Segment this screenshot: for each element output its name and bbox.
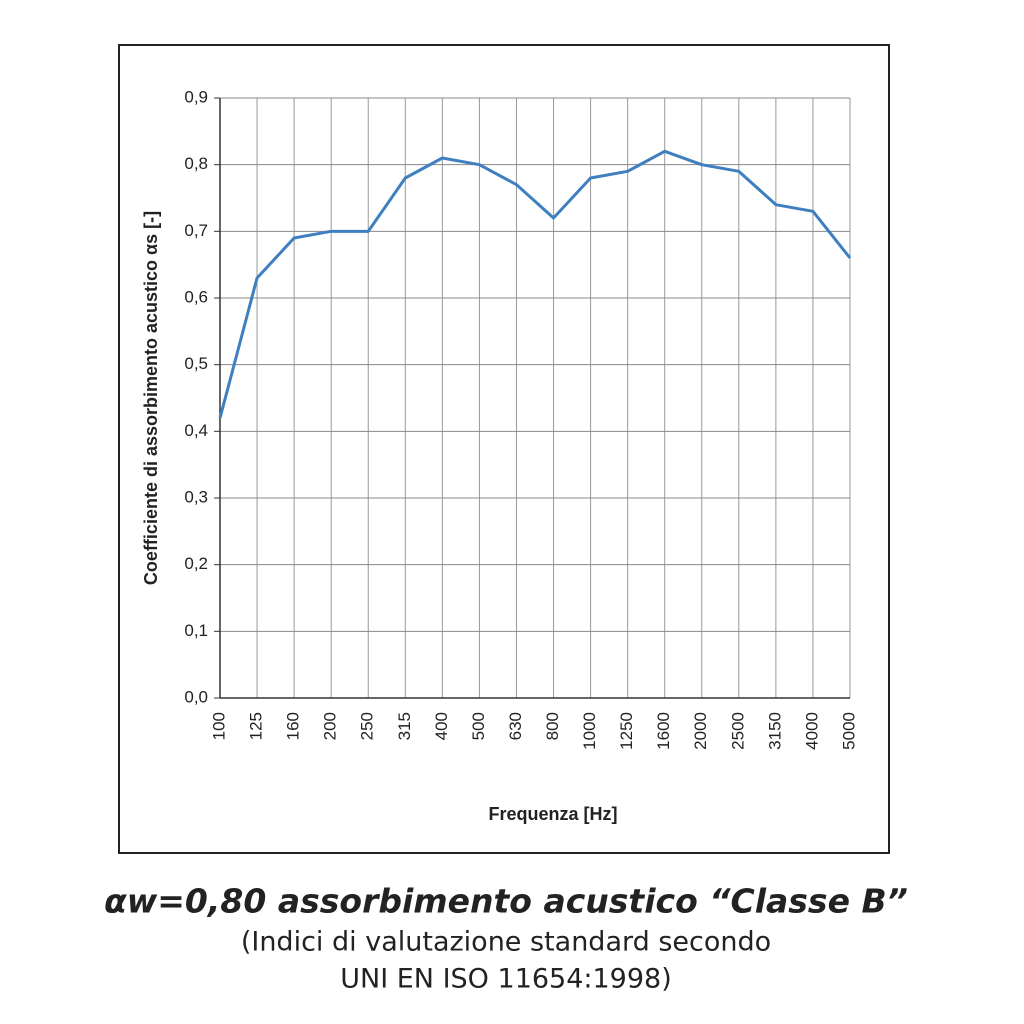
x-tick-label: 5000 xyxy=(839,712,858,750)
y-tick-label: 0,9 xyxy=(184,87,208,106)
x-tick-label: 2500 xyxy=(728,712,747,750)
y-tick-label: 0,6 xyxy=(184,287,208,306)
x-tick-label: 160 xyxy=(284,712,303,740)
x-tick-label: 630 xyxy=(506,712,525,740)
y-tick-label: 0,5 xyxy=(184,354,208,373)
y-tick-label: 0,2 xyxy=(184,554,208,573)
x-tick-label: 400 xyxy=(432,712,451,740)
x-tick-label: 125 xyxy=(247,712,266,740)
y-tick-label: 0,8 xyxy=(184,154,208,173)
x-tick-label: 1000 xyxy=(580,712,599,750)
x-tick-label: 800 xyxy=(543,712,562,740)
x-tick-label: 4000 xyxy=(802,712,821,750)
y-axis-label: Coefficiente di assorbimento acustico αs… xyxy=(141,211,161,585)
x-tick-label: 100 xyxy=(209,712,228,740)
x-tick-label: 1250 xyxy=(617,712,636,750)
y-tick-label: 0,0 xyxy=(184,687,208,706)
caption-title: αw=0,80 assorbimento acustico “Classe B” xyxy=(104,882,908,921)
x-tick-label: 3150 xyxy=(765,712,784,750)
x-axis-label: Frequenza [Hz] xyxy=(488,804,617,824)
y-tick-label: 0,1 xyxy=(184,621,208,640)
y-tick-label: 0,3 xyxy=(184,487,208,506)
data-line xyxy=(218,149,852,419)
caption-line: UNI EN ISO 11654:1998) xyxy=(340,964,672,995)
x-tick-label: 2000 xyxy=(691,712,710,750)
x-tick-label: 1600 xyxy=(654,712,673,750)
x-tick-label: 315 xyxy=(395,712,414,740)
x-tick-label: 200 xyxy=(321,712,340,740)
y-tick-label: 0,7 xyxy=(184,221,208,240)
x-tick-label: 500 xyxy=(469,712,488,740)
x-tick-label: 250 xyxy=(358,712,377,740)
y-tick-label: 0,4 xyxy=(184,421,208,440)
caption-line: (Indici di valutazione standard secondo xyxy=(241,927,771,958)
chart-frame xyxy=(118,44,890,854)
